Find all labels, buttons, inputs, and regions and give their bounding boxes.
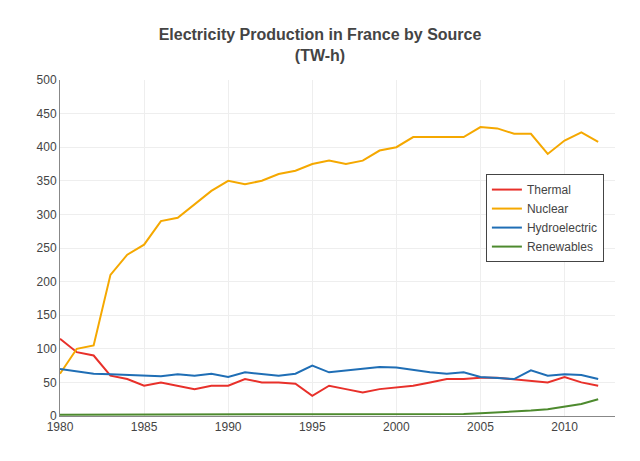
svg-text:Hydroelectric: Hydroelectric xyxy=(527,221,597,235)
svg-text:1995: 1995 xyxy=(299,420,326,434)
svg-text:150: 150 xyxy=(37,308,57,322)
svg-text:450: 450 xyxy=(37,107,57,121)
svg-text:Nuclear: Nuclear xyxy=(527,202,568,216)
svg-text:1980: 1980 xyxy=(47,420,74,434)
svg-text:2000: 2000 xyxy=(383,420,410,434)
svg-text:500: 500 xyxy=(37,73,57,87)
svg-text:250: 250 xyxy=(37,241,57,255)
svg-text:100: 100 xyxy=(37,342,57,356)
svg-text:50: 50 xyxy=(43,376,57,390)
svg-text:200: 200 xyxy=(37,275,57,289)
svg-text:Renewables: Renewables xyxy=(527,240,593,254)
svg-text:0: 0 xyxy=(50,409,57,423)
svg-text:2005: 2005 xyxy=(467,420,494,434)
svg-text:350: 350 xyxy=(37,174,57,188)
svg-text:1990: 1990 xyxy=(215,420,242,434)
svg-text:1985: 1985 xyxy=(131,420,158,434)
svg-text:Thermal: Thermal xyxy=(527,183,571,197)
svg-text:400: 400 xyxy=(37,140,57,154)
svg-text:300: 300 xyxy=(37,208,57,222)
svg-text:Electricity Production in Fran: Electricity Production in France by Sour… xyxy=(159,26,482,64)
svg-text:2010: 2010 xyxy=(551,420,578,434)
